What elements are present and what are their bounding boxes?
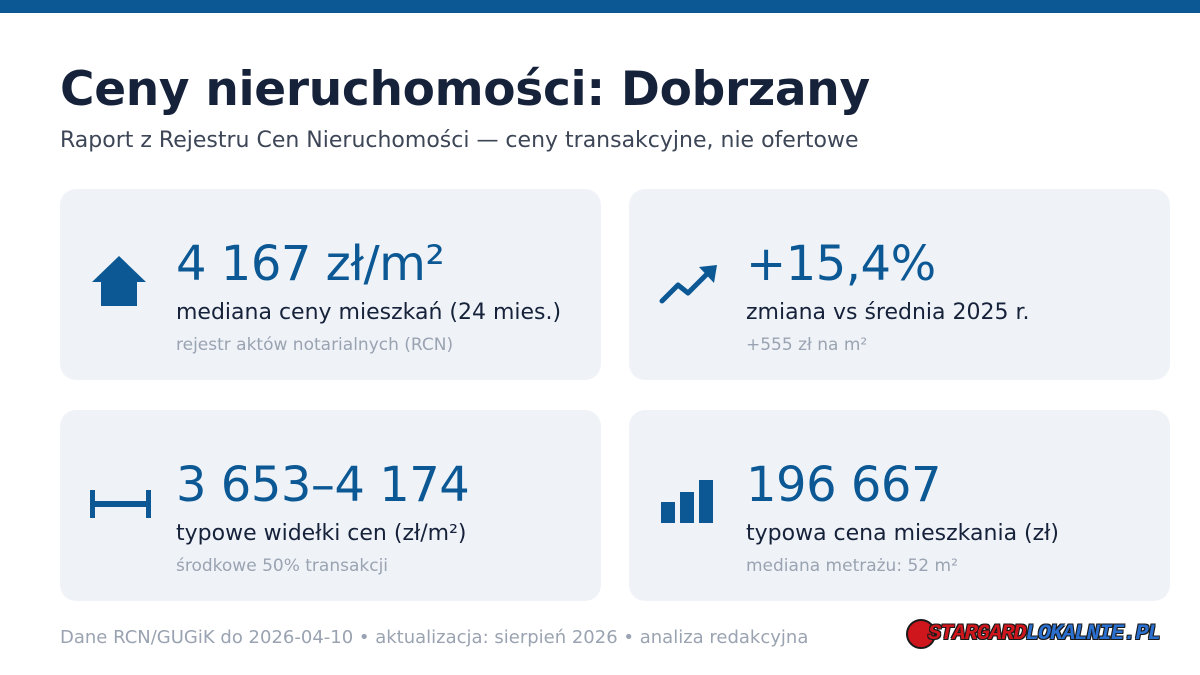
stat-card-median-price: 4 167 zł/m² mediana ceny mieszkań (24 mi… xyxy=(60,189,601,380)
stat-value: 4 167 zł/m² xyxy=(176,236,445,292)
page-subtitle: Raport z Rejestru Cen Nieruchomości — ce… xyxy=(60,128,859,153)
range-icon xyxy=(90,490,151,518)
stat-label: typowe widełki cen (zł/m²) xyxy=(176,521,467,546)
page-title: Ceny nieruchomości: Dobrzany xyxy=(60,62,870,117)
top-accent-bar xyxy=(0,0,1200,13)
logo-main-text: STARGARD xyxy=(928,621,1027,646)
stat-label: zmiana vs średnia 2025 r. xyxy=(746,300,1030,325)
logo-accent-text: LOKALNIE.PL xyxy=(1025,621,1161,646)
stat-label: typowa cena mieszkania (zł) xyxy=(746,521,1060,546)
footer-source-text: Dane RCN/GUGiK do 2026-04-10 • aktualiza… xyxy=(60,627,809,648)
trend-up-icon xyxy=(659,265,717,304)
stat-note: rejestr aktów notarialnych (RCN) xyxy=(176,335,454,355)
stat-note: środkowe 50% transakcji xyxy=(176,556,389,576)
stat-value: +15,4% xyxy=(746,236,936,292)
stat-note: +555 zł na m² xyxy=(746,335,868,355)
stat-card-price-range: 3 653–4 174 typowe widełki cen (zł/m²) ś… xyxy=(60,410,601,601)
site-logo[interactable]: STARGARDLOKALNIE.PL xyxy=(906,618,1161,652)
stat-value: 196 667 xyxy=(746,457,942,513)
stat-card-change: +15,4% zmiana vs średnia 2025 r. +555 zł… xyxy=(629,189,1170,380)
stat-card-typical-price: 196 667 typowa cena mieszkania (zł) medi… xyxy=(629,410,1170,601)
stat-note: mediana metrażu: 52 m² xyxy=(746,556,958,576)
stat-value: 3 653–4 174 xyxy=(176,457,470,513)
logo-emblem-icon xyxy=(906,619,936,649)
logo-wordmark: STARGARDLOKALNIE.PL xyxy=(928,621,1161,646)
bar-chart-icon xyxy=(661,480,713,523)
stat-label: mediana ceny mieszkań (24 mies.) xyxy=(176,300,562,325)
house-icon xyxy=(92,256,146,306)
